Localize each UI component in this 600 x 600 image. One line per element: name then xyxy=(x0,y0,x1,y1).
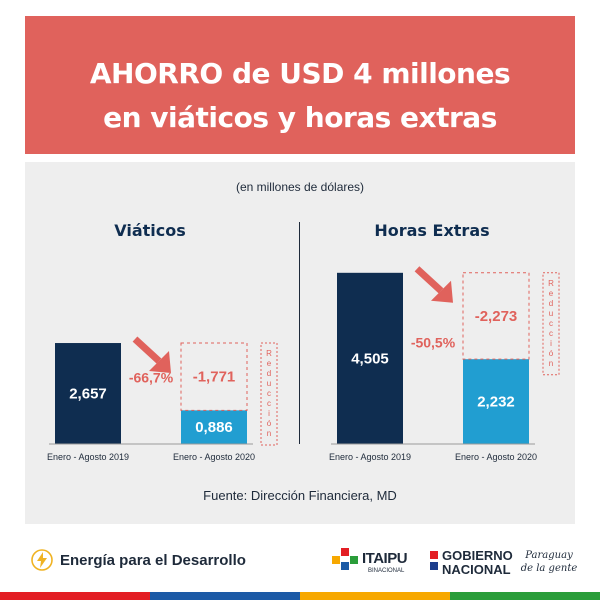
chart1-reduction-label: -1,771 xyxy=(193,369,236,386)
chart-panel: (en millones de dólares) Viáticos 2,657 0,… xyxy=(25,162,575,524)
chart2-reduction-tag-letter: ó xyxy=(549,349,554,358)
chart1-bar-2020 xyxy=(181,410,247,444)
gobierno-line-1: GOBIERNO xyxy=(442,548,513,563)
chart1-reduction-tag-letter: i xyxy=(268,409,270,418)
chart2-reduction-tag-letter: n xyxy=(549,359,553,368)
chart2-category-2019: Enero - Agosto 2019 xyxy=(329,452,411,462)
headline-line-1: AHORRO de USD 4 millones xyxy=(89,57,511,90)
paraguay-de-la-gente-signature: Paraguay de la gente xyxy=(520,550,578,574)
header-banner: AHORRO de USD 4 millones en viáticos y h… xyxy=(25,16,575,154)
chart1-reduction-tag-letter: ó xyxy=(267,419,272,428)
itaipu-wordmark: ITAIPU xyxy=(362,550,408,567)
panel-divider xyxy=(299,222,300,444)
flag-red-square xyxy=(430,551,438,559)
itaipu-subtitle: BINACIONAL xyxy=(368,568,405,574)
chart1-bar-2020-label: 0,886 xyxy=(195,419,233,436)
chart2-title: Horas Extras xyxy=(374,221,489,240)
chart2-bar-2019 xyxy=(337,272,403,444)
chart1-reduction-tag-letter: R xyxy=(266,349,272,358)
flag-blue-square xyxy=(430,562,438,570)
chart2-bar-2020-label: 2,232 xyxy=(477,394,515,411)
chart2-down-arrow-icon xyxy=(414,266,444,294)
chart2-category-2020: Enero - Agosto 2020 xyxy=(455,452,537,462)
chart2-reduction-tag-letter: e xyxy=(549,289,554,298)
chart2-reduction-tag-letter: c xyxy=(549,319,553,328)
chart1-down-arrow-head-icon xyxy=(149,351,171,374)
lightning-bolt-icon xyxy=(31,549,53,571)
source-note: Fuente: Dirección Financiera, MD xyxy=(203,488,397,503)
chart1-bar-2019-label: 2,657 xyxy=(69,386,107,403)
itaipu-logo: ITAIPU BINACIONAL xyxy=(330,546,422,580)
chart2-reduction-label: -2,273 xyxy=(475,308,518,325)
chart1-reduction-tag-box xyxy=(260,342,278,446)
chart2-reduction-tag-letter: R xyxy=(548,279,554,288)
chart1-reduction-tag-letter: e xyxy=(267,359,272,368)
footer-tagline: Energía para el Desarrollo xyxy=(60,552,246,569)
chart1-reduction-tag-letter: c xyxy=(267,389,271,398)
chart2-reduction-tag-letter: d xyxy=(549,299,553,308)
chart1-reduction-tag-letter: n xyxy=(267,429,271,438)
color-stripe xyxy=(0,592,600,600)
chart2-down-arrow-head-icon xyxy=(431,280,453,303)
gobierno-line-2: NACIONAL xyxy=(442,562,511,577)
chart2-reduction-box xyxy=(462,272,530,360)
chart2-bar-2020 xyxy=(463,359,529,444)
chart1-title: Viáticos xyxy=(114,221,186,240)
chart1-percent-change: -66,7% xyxy=(129,370,174,386)
chart2-reduction-tag-letter: u xyxy=(549,309,553,318)
chart2-percent-change: -50,5% xyxy=(411,334,456,350)
chart1-category-2019: Enero - Agosto 2019 xyxy=(47,452,129,462)
headline-line-2: en viáticos y horas extras xyxy=(103,101,497,134)
chart1-category-2020: Enero - Agosto 2020 xyxy=(173,452,255,462)
chart1-down-arrow-icon xyxy=(132,336,162,364)
chart1-reduction-tag-letter: u xyxy=(267,379,271,388)
gobierno-nacional-logo: GOBIERNO NACIONAL xyxy=(430,548,518,578)
chart1-bar-2019 xyxy=(55,343,121,444)
chart1-reduction-tag-letter: d xyxy=(267,369,271,378)
unit-note: (en millones de dólares) xyxy=(235,180,365,194)
itaipu-mark-icon xyxy=(332,548,358,570)
chart1-reduction-tag-letter: c xyxy=(267,399,271,408)
chart2-reduction-tag-letter: i xyxy=(550,339,552,348)
chart2-reduction-tag-box xyxy=(542,272,560,376)
chart1-reduction-box xyxy=(180,342,248,411)
comparison-charts: Viáticos2,6570,886-1,771Reducción-66,7%E… xyxy=(47,221,560,462)
chart2-bar-2019-label: 4,505 xyxy=(351,350,389,367)
chart2-reduction-tag-letter: c xyxy=(549,329,553,338)
